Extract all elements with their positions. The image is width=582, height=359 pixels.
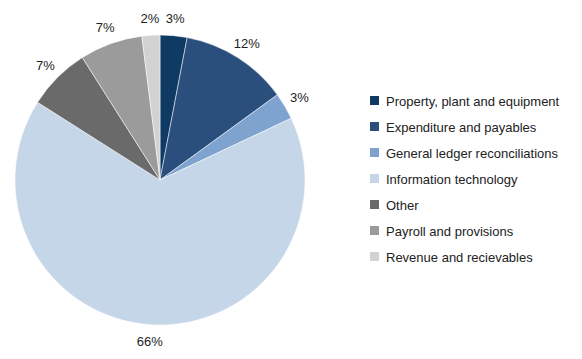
legend-label: Revenue and recievables <box>386 250 533 265</box>
legend-label: Property, plant and equipment <box>386 94 560 109</box>
data-label: 12% <box>234 36 260 51</box>
legend-swatch <box>370 174 379 183</box>
data-label: 7% <box>96 20 115 35</box>
legend-swatch <box>370 122 379 131</box>
legend-label: Other <box>386 198 419 213</box>
pie <box>15 35 305 325</box>
data-label: 3% <box>166 11 185 26</box>
legend: Property, plant and equipment Expenditure… <box>370 94 560 265</box>
legend-label: General ledger reconciliations <box>386 146 558 161</box>
legend-label: Information technology <box>386 172 518 187</box>
chart-svg: 3% 12% 3% 66% 7% 7% 2% Property, plant and equi… <box>0 0 582 359</box>
legend-swatch <box>370 200 379 209</box>
legend-label: Payroll and provisions <box>386 224 514 239</box>
legend-swatch <box>370 148 379 157</box>
chart-container: 3% 12% 3% 66% 7% 7% 2% Property, plant and equi… <box>0 0 582 359</box>
legend-swatch <box>370 252 379 261</box>
data-label: 3% <box>290 90 309 105</box>
legend-swatch <box>370 96 379 105</box>
legend-swatch <box>370 226 379 235</box>
data-labels: 3% 12% 3% 66% 7% 7% 2% <box>36 11 309 349</box>
pie-slice <box>142 35 160 180</box>
data-label: 66% <box>137 334 163 349</box>
data-label: 7% <box>36 58 55 73</box>
data-label: 2% <box>140 11 159 26</box>
legend-label: Expenditure and payables <box>386 120 537 135</box>
